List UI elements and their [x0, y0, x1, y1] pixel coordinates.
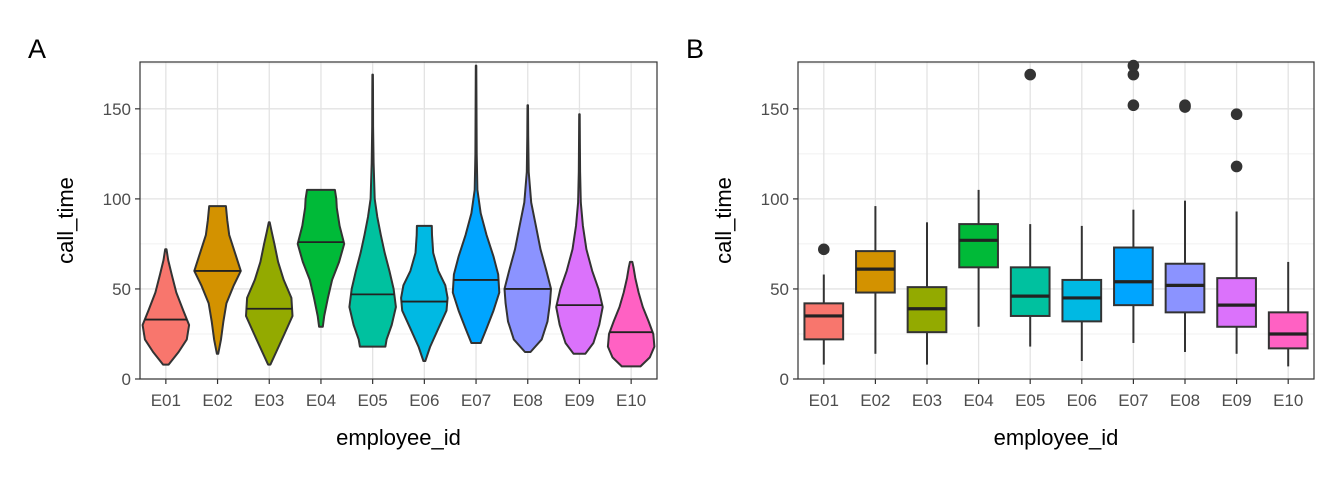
box-E02	[855, 250, 896, 294]
boxplot-chart-panel: B 0 50 100 150 E01 E02 E03 E04 E05 E06 E07 E08 E09 E1…	[686, 34, 1315, 450]
violin-E02	[193, 205, 242, 355]
violin-series	[141, 64, 656, 368]
x-tick-label: E07	[461, 391, 491, 410]
x-axis-title: employee_id	[994, 425, 1119, 450]
x-axis-title: employee_id	[336, 425, 461, 450]
y-axis-title: call_time	[711, 177, 736, 264]
box-E01	[803, 302, 845, 341]
outlier-point	[1230, 160, 1243, 173]
violin-E10	[606, 260, 656, 368]
box-E06	[1061, 278, 1103, 323]
x-tick-label: E08	[513, 391, 543, 410]
y-tick-label: 50	[112, 280, 131, 299]
y-tick-label: 150	[761, 100, 789, 119]
y-tick-label: 100	[761, 190, 789, 209]
outlier-point	[1127, 59, 1140, 72]
x-tick-label: E09	[1221, 391, 1251, 410]
violin-chart-panel: A 0 50 100 150 E01 E02 E03 E04 E05 E06 E07 E08 E09 E1…	[28, 34, 658, 450]
x-tick-label: E01	[809, 391, 839, 410]
y-tick-label: 100	[103, 190, 131, 209]
outlier-point	[1127, 99, 1140, 112]
x-tick-label: E06	[409, 391, 439, 410]
y-tick-label: 0	[780, 370, 789, 389]
box-E05	[1009, 266, 1051, 317]
panel-tag-a: A	[28, 34, 46, 64]
violin-E05	[348, 73, 397, 348]
x-tick-label: E10	[616, 391, 646, 410]
y-tick-label: 150	[103, 100, 131, 119]
x-tick-label: E02	[202, 391, 232, 410]
y-tick-label: 50	[770, 280, 789, 299]
violin-E07	[451, 64, 501, 344]
outlier-point	[1127, 68, 1140, 81]
outlier-point	[818, 243, 830, 256]
outlier-point	[1230, 108, 1243, 121]
x-tick-label: E04	[963, 391, 993, 410]
x-tick-label: E02	[860, 391, 890, 410]
x-tick-label: E07	[1118, 391, 1148, 410]
x-tick-label: E03	[254, 391, 284, 410]
x-tick-label: E05	[358, 391, 388, 410]
axis-ticks: 0 50 100 150 E01 E02 E03 E04 E05 E06 E07 E08 E09 E10	[761, 100, 1304, 410]
y-tick-label: 0	[122, 370, 131, 389]
violin-E03	[245, 221, 294, 366]
plot-border	[139, 61, 658, 380]
violin-E09	[555, 113, 604, 355]
plot-border	[797, 61, 1315, 380]
x-tick-label: E06	[1067, 391, 1097, 410]
violin-E01	[141, 248, 191, 366]
outlier-point	[1024, 68, 1036, 81]
y-axis-title: call_time	[53, 177, 78, 264]
outlier-point	[1179, 99, 1191, 112]
box-E04	[958, 223, 999, 269]
x-tick-label: E09	[564, 391, 594, 410]
boxplot-series	[803, 59, 1309, 367]
box-E10	[1267, 311, 1309, 350]
violin-E06	[400, 224, 449, 362]
x-tick-label: E01	[151, 391, 181, 410]
violin-E04	[296, 188, 346, 328]
axis-ticks: 0 50 100 150 E01 E02 E03 E04 E05 E06 E07 E08 E09 E10	[103, 100, 647, 410]
panel-tag-b: B	[686, 34, 704, 64]
x-tick-label: E08	[1170, 391, 1200, 410]
x-tick-label: E03	[912, 391, 942, 410]
box-E07	[1113, 246, 1154, 307]
x-tick-label: E10	[1273, 391, 1303, 410]
x-tick-label: E04	[306, 391, 336, 410]
box-E08	[1164, 262, 1206, 314]
x-tick-label: E05	[1015, 391, 1045, 410]
box-E09	[1216, 277, 1257, 328]
